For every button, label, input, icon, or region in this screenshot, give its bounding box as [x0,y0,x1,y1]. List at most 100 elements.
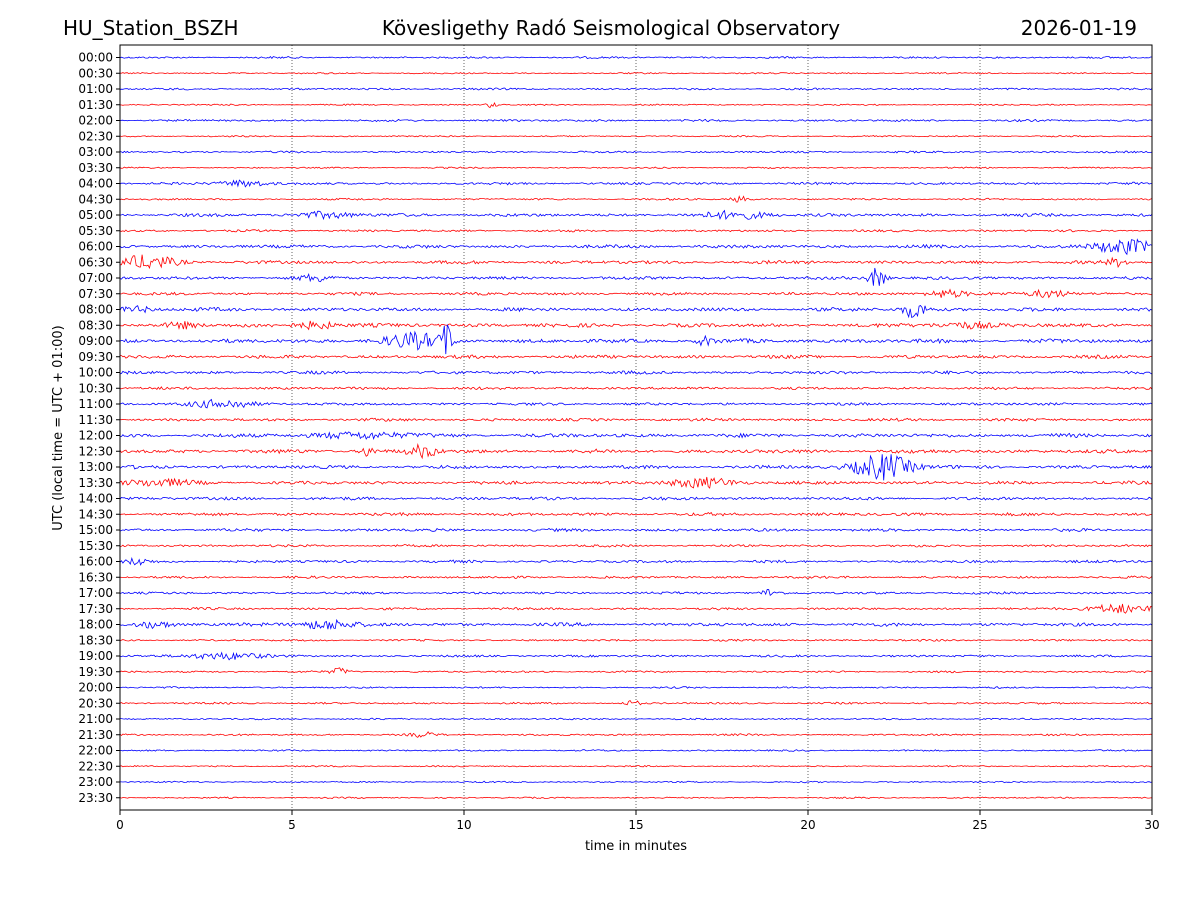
row-label: 05:30 [78,224,113,238]
trace-1530 [119,544,1153,548]
y-axis-label: UTC (local time = UTC + 01:00) [51,325,66,530]
trace-0800 [119,304,1153,319]
trace-2000 [119,686,1153,689]
row-label: 01:30 [78,98,113,112]
row-label: 02:00 [78,114,113,128]
row-label: 07:30 [78,287,113,301]
trace-0300 [119,150,1153,154]
row-label: 21:00 [78,712,113,726]
row-label: 01:00 [78,82,113,96]
trace-0730 [120,288,1153,299]
row-label: 08:00 [78,303,113,317]
trace-2300 [120,780,1153,784]
trace-0700 [119,267,1153,286]
trace-2130 [119,731,1153,738]
row-label: 12:00 [78,429,113,443]
row-label: 06:30 [78,255,113,269]
trace-0500 [119,209,1153,221]
row-label: 11:30 [78,413,113,427]
trace-0900 [119,324,1153,355]
row-label: 14:00 [78,492,113,506]
row-label: 17:30 [78,602,113,616]
row-label: 00:00 [78,51,113,65]
trace-0030 [120,71,1153,75]
row-label: 14:30 [78,507,113,521]
trace-1730 [119,603,1153,614]
trace-1100 [119,398,1153,409]
trace-1200 [119,431,1153,440]
trace-1000 [119,370,1153,376]
row-label: 10:00 [78,366,113,380]
row-label: 07:00 [78,271,113,285]
row-label: 13:30 [78,476,113,490]
row-label: 20:00 [78,681,113,695]
x-tick-label: 10 [456,818,471,832]
plot-frame [119,44,1153,811]
row-label: 23:00 [78,775,113,789]
row-label: 15:30 [78,539,113,553]
trace-1600 [119,556,1153,566]
trace-0400 [119,179,1153,188]
trace-0100 [119,87,1153,91]
x-tick-label: 20 [800,818,815,832]
x-tick-labels: 0 5 10 15 20 25 30 [116,810,1160,832]
row-label: 18:30 [78,633,113,647]
row-label: 04:30 [78,192,113,206]
row-label: 00:30 [78,66,113,80]
grid-lines [291,45,981,810]
row-label: 21:30 [78,728,113,742]
chart-date: 2026-01-19 [1021,16,1137,40]
trace-1900 [119,651,1152,661]
trace-1430 [119,511,1153,517]
trace-0230 [119,135,1153,138]
trace-1030 [119,386,1153,391]
trace-0130 [119,102,1153,109]
row-label: 19:30 [78,665,113,679]
x-tick-label: 5 [288,818,296,832]
trace-0830 [119,320,1153,331]
row-label: 08:30 [78,318,113,332]
trace-0530 [119,228,1153,233]
trace-2100 [120,717,1152,721]
row-label: 16:30 [78,570,113,584]
x-tick-label: 0 [116,818,124,832]
row-label: 20:30 [78,696,113,710]
trace-0630 [119,254,1153,270]
row-label: 15:00 [78,523,113,537]
trace-1800 [119,618,1153,630]
row-label: 17:00 [78,586,113,600]
trace-0200 [119,118,1153,123]
trace-1130 [119,417,1153,422]
trace-2230 [119,764,1153,768]
row-label: 23:30 [78,791,113,805]
row-label: 10:30 [78,381,113,395]
x-axis-label: time in minutes [585,839,687,854]
row-label: 11:00 [78,397,113,411]
trace-1400 [119,496,1153,501]
trace-0930 [119,354,1153,360]
trace-1700 [119,588,1153,596]
x-tick-label: 25 [972,818,987,832]
row-label: 09:00 [78,334,113,348]
trace-2030 [119,699,1153,706]
row-label: 05:00 [78,208,113,222]
row-label: 04:00 [78,177,113,191]
trace-1230 [119,443,1153,460]
trace-1330 [119,476,1153,489]
row-label: 13:00 [78,460,113,474]
trace-0600 [119,238,1153,256]
row-label: 02:30 [78,129,113,143]
trace-0330 [119,166,1152,169]
x-tick-label: 15 [628,818,643,832]
row-label: 22:30 [78,759,113,773]
trace-1500 [119,527,1153,533]
row-label: 22:00 [78,744,113,758]
station-name: HU_Station_BSZH [63,16,239,40]
row-label: 03:00 [78,145,113,159]
row-label: 12:30 [78,444,113,458]
chart-title: Kövesligethy Radó Seismological Observat… [382,16,840,40]
row-label: 18:00 [78,618,113,632]
